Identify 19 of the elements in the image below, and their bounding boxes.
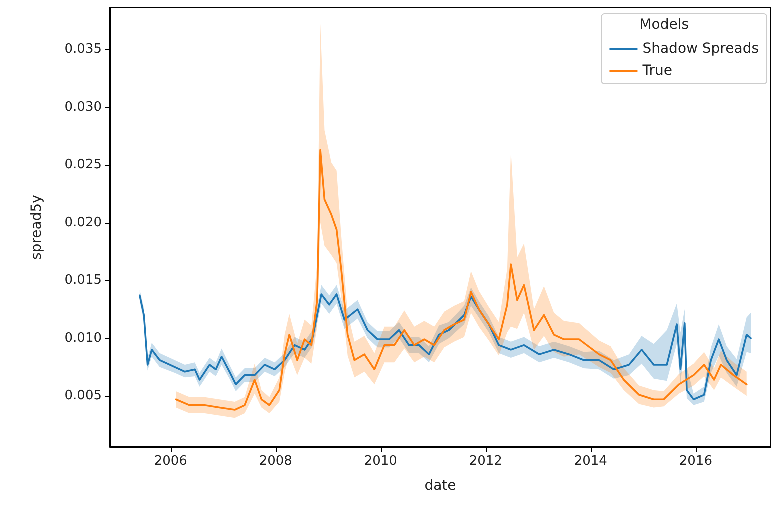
x-tick-label: 2008	[259, 454, 292, 469]
x-tick-label: 2010	[364, 454, 398, 469]
legend-label: Shadow Spreads	[642, 41, 760, 57]
x-tick-label: 2012	[469, 454, 502, 469]
y-tick-label: 0.020	[64, 215, 102, 230]
y-axis-title: spread5y	[29, 195, 45, 260]
y-tick-label: 0.025	[64, 158, 102, 173]
y-tick-label: 0.030	[64, 100, 102, 115]
x-tick-label: 2006	[154, 454, 188, 469]
line-series	[175, 149, 748, 411]
legend-title: Models	[640, 17, 689, 33]
y-tick-label: 0.035	[64, 42, 102, 58]
y-tick-label: 0.005	[64, 388, 102, 404]
y-tick-label: 0.010	[64, 330, 102, 346]
x-tick-label: 2016	[679, 454, 712, 469]
x-axis-title: date	[424, 478, 456, 494]
x-tick-label: 2014	[574, 454, 608, 469]
y-tick-label: 0.015	[64, 273, 102, 288]
legend-label: True	[642, 63, 672, 79]
